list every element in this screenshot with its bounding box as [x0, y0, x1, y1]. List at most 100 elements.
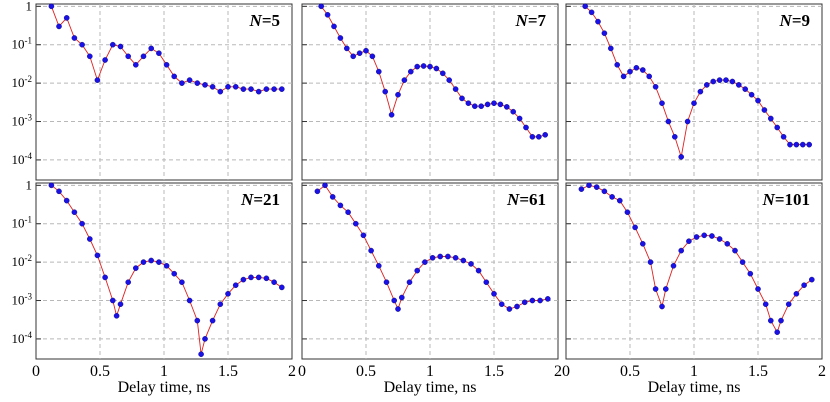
y-tick-base: 10 [12, 114, 25, 129]
data-point [739, 259, 746, 265]
x-tick-label: 0 [32, 363, 40, 380]
panel-title-var: N [506, 190, 520, 209]
data-point [437, 253, 444, 260]
data-point [445, 253, 451, 260]
data-point [240, 86, 247, 92]
data-point [314, 188, 321, 195]
panel-title-var: N [779, 11, 793, 30]
data-point [163, 262, 170, 269]
data-point [407, 68, 414, 75]
x-axes: 0 0.5 1 1.5 2 Delay time, ns 0 0.5 1 1.5 2 Delay ti… [32, 363, 826, 396]
data-point [391, 297, 398, 304]
data-point [545, 296, 551, 302]
x-tick-label: 2 [554, 363, 562, 380]
y-tick-exp: -1 [25, 215, 33, 225]
data-point [659, 100, 665, 106]
panel-title-var: N [240, 190, 254, 209]
panel-title: N=101 [762, 190, 810, 209]
data-point [48, 3, 55, 10]
data-point [433, 65, 440, 72]
chart-panel: N=5 [35, 3, 293, 181]
data-point [483, 279, 490, 286]
data-point [686, 238, 692, 244]
data-point [209, 84, 216, 90]
data-point [194, 80, 201, 86]
data-point [646, 73, 653, 80]
data-point [774, 329, 781, 336]
data-point [125, 279, 131, 286]
data-point [793, 290, 800, 297]
data-point [414, 63, 421, 70]
data-point [382, 88, 389, 95]
y-tick-label: 10-3 [12, 292, 33, 308]
data-point [343, 45, 350, 52]
data-point [521, 299, 528, 306]
data-point [225, 84, 231, 90]
data-point [787, 141, 793, 148]
data-point [446, 77, 453, 83]
y-tick-base: 1 [26, 177, 33, 192]
data-point [186, 77, 193, 83]
data-point [652, 84, 659, 90]
y-tick-label: 1 [26, 177, 33, 192]
panel-title-var: N [762, 190, 776, 209]
chart-panel: N=7 [301, 3, 559, 181]
data-point [94, 77, 101, 83]
data-point [368, 247, 374, 254]
data-point [102, 274, 108, 281]
x-tick-label: 1.5 [484, 363, 504, 380]
panel-title: N=7 [515, 11, 547, 30]
data-point [640, 67, 646, 73]
y-tick-exp: -4 [25, 330, 33, 340]
data-point [593, 184, 600, 190]
data-point [809, 276, 815, 283]
data-point [345, 209, 351, 215]
data-point [140, 259, 147, 265]
data-point [179, 80, 185, 86]
data-point [491, 290, 497, 297]
data-point [318, 3, 325, 10]
x-tick-label: 0.5 [620, 363, 640, 380]
data-point [724, 240, 731, 247]
data-point [506, 306, 513, 312]
y-tick-label: 10-1 [12, 36, 33, 52]
chart-panel: N=61 [301, 182, 559, 360]
data-point [586, 182, 592, 189]
data-point [337, 35, 344, 41]
data-point [140, 53, 147, 60]
data-point [732, 247, 738, 254]
data-point [497, 101, 504, 108]
data-point [398, 294, 405, 301]
data-point [110, 297, 116, 304]
data-point [422, 259, 428, 265]
data-point [322, 182, 328, 189]
data-point [163, 62, 170, 68]
data-point [263, 86, 270, 92]
data-point [716, 77, 723, 83]
data-point [537, 297, 543, 304]
panel-title-val: =7 [528, 11, 547, 30]
data-point [171, 73, 177, 80]
panel-title-var: N [249, 11, 263, 30]
data-point [248, 274, 254, 281]
data-point [595, 18, 601, 25]
y-tick-base: 10 [12, 331, 25, 346]
data-point [778, 317, 784, 324]
data-point [471, 103, 478, 109]
data-point [414, 267, 421, 274]
data-point [510, 108, 517, 115]
data-point [202, 82, 208, 88]
data-point [678, 154, 685, 160]
data-point [663, 286, 669, 292]
data-point [217, 301, 224, 308]
data-point [460, 257, 467, 264]
data-point [478, 103, 485, 109]
y-tick-base: 10 [12, 293, 25, 308]
data-point [429, 254, 436, 261]
x-tick-label: 0.5 [90, 363, 110, 380]
y-tick-label: 10-4 [12, 151, 33, 167]
data-point [255, 88, 262, 95]
data-point [363, 47, 369, 54]
data-point [800, 141, 806, 148]
data-point [672, 133, 678, 140]
